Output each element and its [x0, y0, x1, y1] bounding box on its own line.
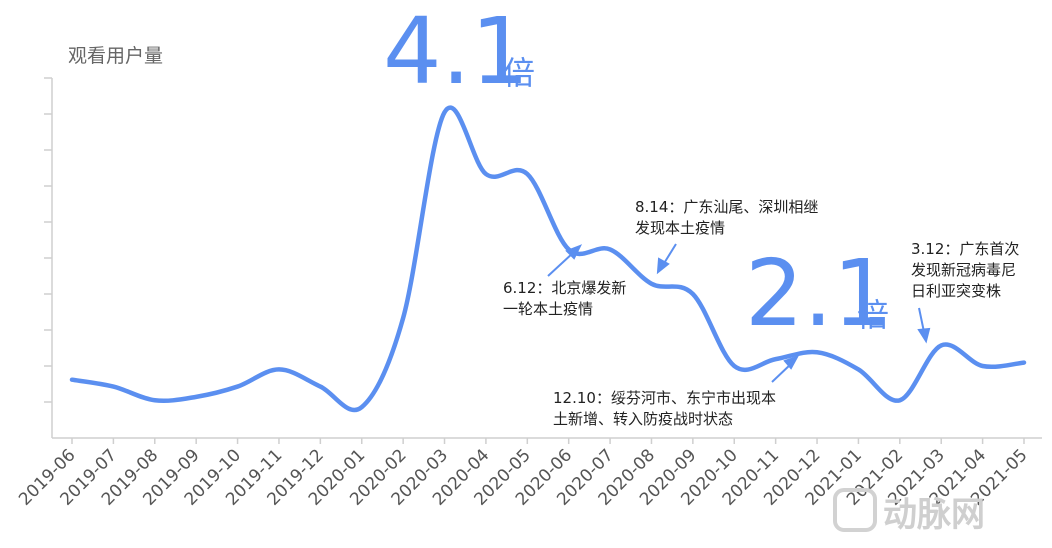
callout-4-1-value: 4.1 — [383, 0, 529, 105]
arrow-line — [918, 307, 925, 333]
series-line — [69, 105, 1027, 413]
arrowhead-icon — [656, 257, 670, 275]
annotation-suifenhe: 12.10：绥芬河市、东宁市出现本 土新增、转入防疫战时状态 — [553, 389, 776, 428]
y-axis-title: 观看用户量 — [68, 45, 163, 67]
watermark-logo-icon — [833, 488, 877, 532]
callout-2-1-unit: 倍 — [857, 296, 889, 334]
annotation-guangdong-variant: 3.12：广东首次 发现新冠病毒尼 日利亚突变株 — [911, 240, 1019, 300]
watermark: 动脉网 — [833, 488, 985, 535]
annotation-line: 3.12：广东首次 — [911, 240, 1019, 258]
annotation-line: 8.14：广东汕尾、深圳相继 — [635, 198, 818, 216]
callout-2-1-value: 2.1 — [745, 240, 891, 347]
arrowhead-icon — [565, 244, 583, 260]
callout-4-1-unit: 倍 — [503, 54, 535, 92]
arrow-line — [547, 251, 575, 277]
annotation-arrows — [547, 243, 931, 383]
arrowhead-icon — [783, 355, 800, 370]
annotation-line: 日利亚突变株 — [911, 282, 1001, 300]
annotation-line: 土新增、转入防疫战时状态 — [553, 410, 733, 428]
arrowhead-icon — [917, 327, 931, 344]
x-ticks: 2019-062019-072019-082019-092019-102019-… — [15, 438, 1032, 510]
annotation-beijing: 6.12：北京爆发新 一轮本土疫情 — [503, 279, 626, 318]
annotation-line: 发现新冠病毒尼 — [911, 261, 1016, 279]
annotation-line: 一轮本土疫情 — [503, 300, 593, 318]
watermark-text: 动脉网 — [883, 495, 985, 535]
annotation-guangdong-shanwei: 8.14：广东汕尾、深圳相继 发现本土疫情 — [635, 198, 818, 237]
annotation-line: 发现本土疫情 — [635, 219, 725, 237]
annotation-line: 12.10：绥芬河市、东宁市出现本 — [553, 389, 776, 407]
annotation-line: 6.12：北京爆发新 — [503, 279, 626, 297]
y-ticks — [44, 77, 52, 403]
